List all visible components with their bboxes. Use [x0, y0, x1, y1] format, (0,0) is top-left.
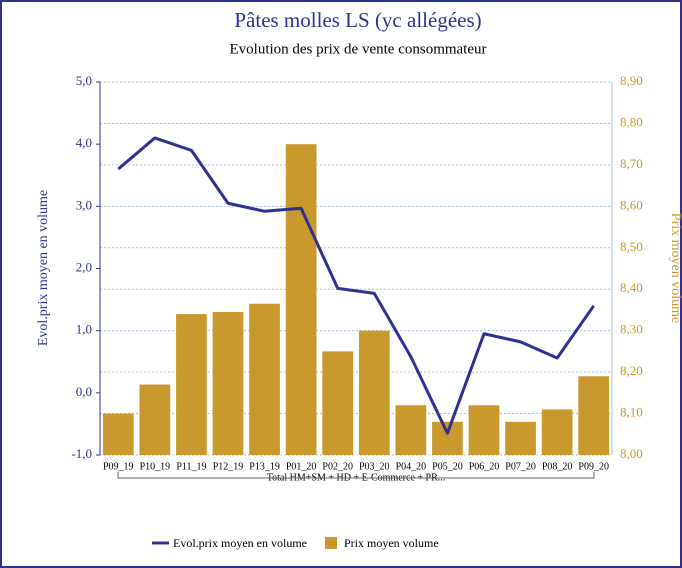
- y2-tick-label: 8,00: [620, 446, 643, 461]
- x-tick-label: P03_20: [359, 461, 390, 472]
- bar: [358, 330, 390, 455]
- y2-axis-label: Prix moyen volume: [668, 213, 682, 323]
- bar: [432, 421, 463, 455]
- y-tick-label: 2,0: [76, 259, 92, 274]
- y-tick-label: 5,0: [76, 73, 92, 88]
- y2-tick-label: 8,30: [620, 322, 643, 337]
- legend-swatch: [324, 537, 337, 549]
- y2-tick-label: 8,50: [620, 239, 643, 254]
- y-tick-label: 4,0: [76, 135, 92, 150]
- bar: [285, 144, 317, 455]
- y-tick-label: 0,0: [76, 384, 92, 399]
- bar: [578, 376, 610, 455]
- y2-tick-label: 8,70: [620, 156, 643, 171]
- x-tick-label: P13_19: [249, 461, 280, 472]
- bar: [395, 405, 427, 455]
- y2-tick-label: 8,40: [620, 280, 643, 295]
- x-tick-label: P01_20: [286, 461, 317, 472]
- x-tick-label: P10_19: [140, 461, 171, 472]
- y-tick-label: -1,0: [71, 446, 92, 461]
- line: [117, 136, 595, 435]
- x-tick-label: P02_20: [322, 461, 353, 472]
- chart-subtitle: Evolution des prix de vente consommateur: [229, 41, 486, 57]
- y2-tick-label: 8,20: [620, 363, 643, 378]
- bar: [176, 314, 207, 455]
- x-tick-label: P09_19: [103, 461, 134, 472]
- bar: [212, 312, 244, 455]
- bar: [102, 413, 134, 455]
- bar: [505, 421, 536, 455]
- x-tick-label: P11_19: [176, 461, 206, 472]
- y2-tick-label: 8,80: [620, 114, 643, 129]
- x-tick-label: P07_20: [505, 461, 536, 472]
- legend-label: Evol.prix moyen en volume: [173, 536, 307, 550]
- x-tick-label: P09_20: [578, 461, 609, 472]
- y2-tick-label: 8,90: [620, 73, 643, 88]
- y-tick-label: 3,0: [76, 197, 92, 212]
- y2-tick-label: 8,10: [620, 405, 643, 420]
- x-tick-label: P08_20: [542, 461, 573, 472]
- y2-tick-label: 8,60: [620, 197, 643, 212]
- x-tick-label: P04_20: [396, 461, 427, 472]
- group-bracket: [117, 472, 595, 479]
- y-tick-label: 1,0: [76, 322, 92, 337]
- legend-label: Prix moyen volume: [344, 536, 439, 550]
- bar: [541, 409, 573, 455]
- bar: [468, 405, 500, 455]
- chart-title: Pâtes molles LS (yc allégées): [234, 8, 481, 32]
- x-tick-label: P12_19: [213, 461, 244, 472]
- bar: [322, 351, 354, 455]
- bar: [139, 384, 171, 455]
- bar: [249, 303, 280, 455]
- x-tick-label: P05_20: [432, 461, 463, 472]
- x-tick-label: P06_20: [469, 461, 500, 472]
- y-axis-label: Evol.prix moyen en volume: [36, 190, 51, 346]
